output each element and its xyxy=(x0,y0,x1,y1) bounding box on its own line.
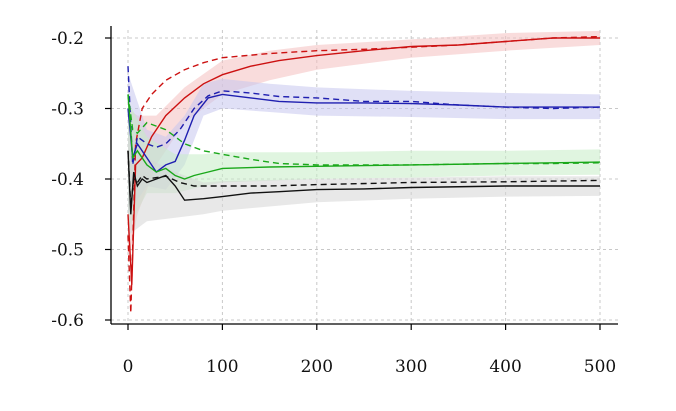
series-0-band xyxy=(128,30,600,264)
series-3-dashed-line xyxy=(127,150,601,208)
x-tick-label-0: 0 xyxy=(123,357,134,377)
y-tick-label-1: -0.5 xyxy=(51,241,84,261)
x-tick-label-5: 500 xyxy=(584,357,616,377)
x-tick-label-3: 300 xyxy=(395,357,427,377)
x-tick-label-1: 100 xyxy=(206,357,238,377)
series-2-dashed-line xyxy=(127,94,601,166)
confidence-bands xyxy=(128,30,600,264)
series-3-solid-line xyxy=(127,150,600,215)
y-tick-label-4: -0.2 xyxy=(51,29,84,49)
series-0-solid-line xyxy=(127,37,600,285)
axes: 0 100 200 300 400 500 -0.6 -0.5 -0.4 -0.3 -0.2 xyxy=(51,26,618,377)
x-tick-label-2: 200 xyxy=(301,357,333,377)
series-1-solid-line xyxy=(127,93,600,174)
series-3-band xyxy=(128,136,600,236)
series-lines xyxy=(127,35,601,313)
y-tick-label-3: -0.3 xyxy=(51,100,84,120)
y-tick-label-2: -0.4 xyxy=(51,170,84,190)
series-2-solid-line xyxy=(127,94,601,180)
y-tick-label-0: -0.6 xyxy=(51,311,84,331)
x-tick-label-4: 400 xyxy=(489,357,521,377)
series-1-band xyxy=(128,73,600,215)
